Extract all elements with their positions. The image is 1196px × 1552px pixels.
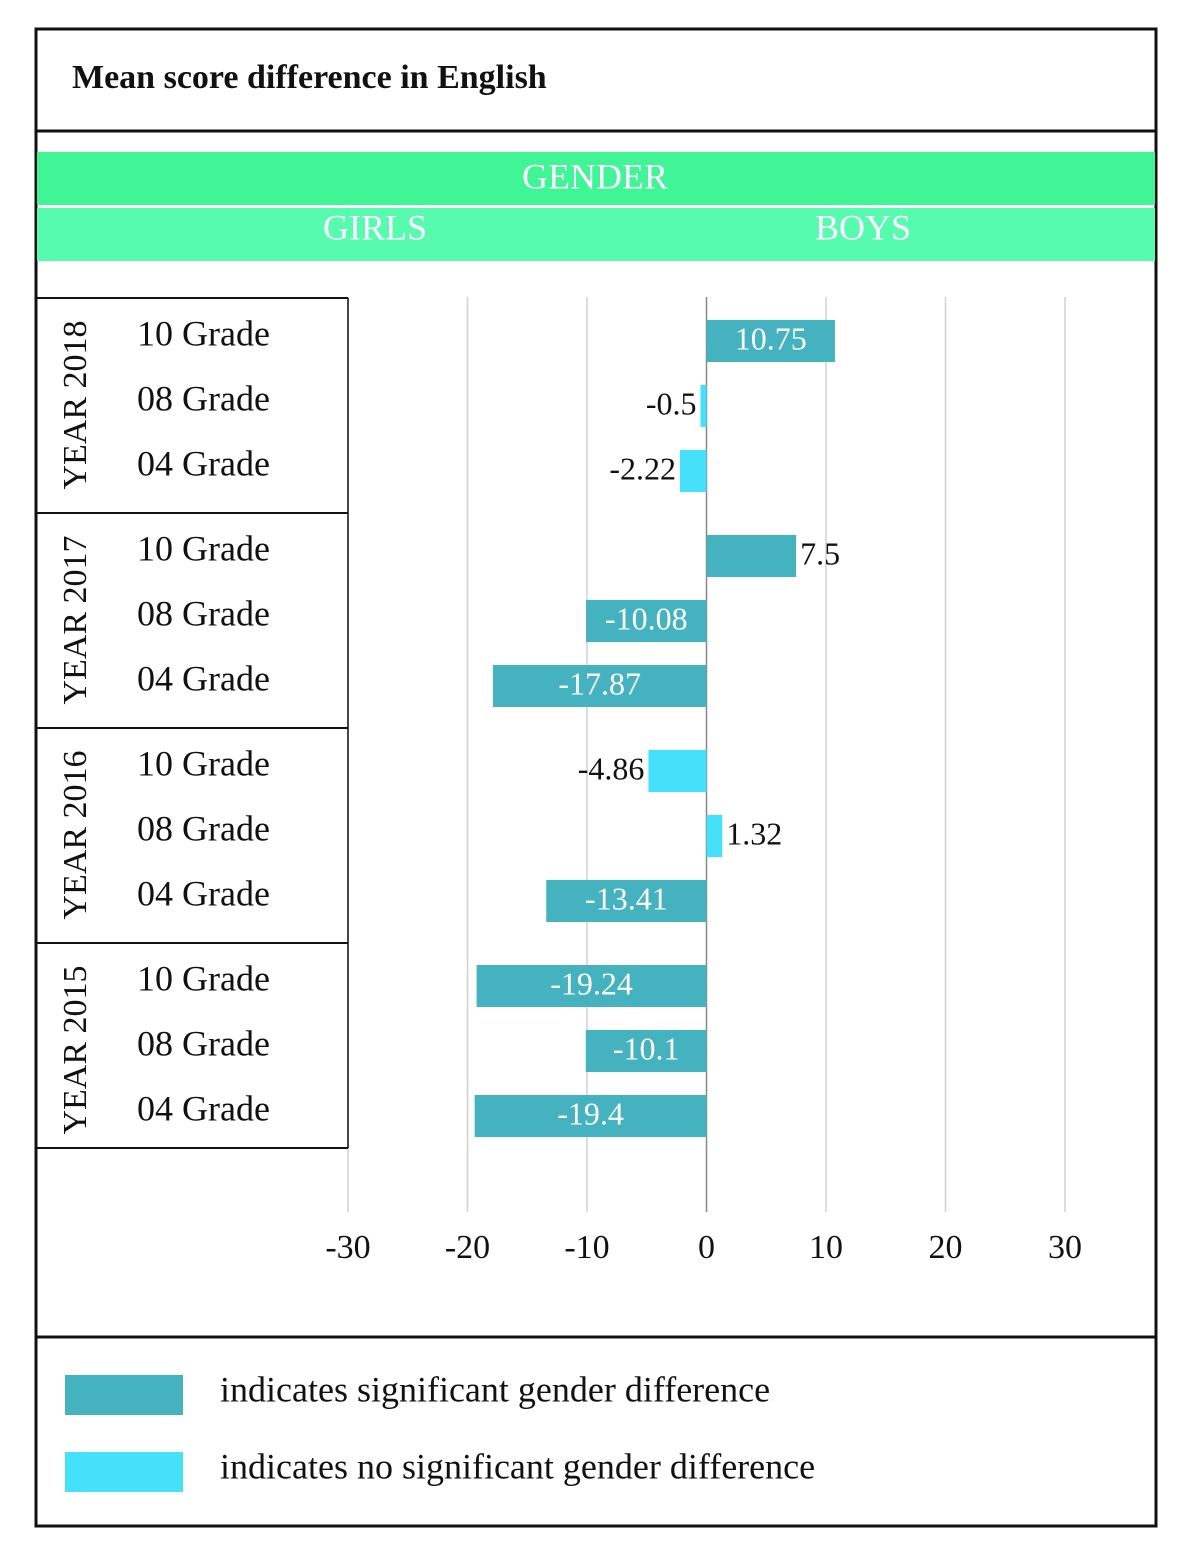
- category-label: 08 Grade: [137, 808, 270, 848]
- group-label: YEAR 2017: [57, 535, 94, 704]
- group-label: YEAR 2018: [57, 320, 94, 489]
- bar: [648, 750, 707, 792]
- category-label: 10 Grade: [137, 528, 270, 568]
- side-label: GIRLS: [323, 207, 427, 247]
- category-label: 04 Grade: [137, 443, 270, 483]
- value-label: 10.75: [735, 320, 807, 356]
- category-label: 10 Grade: [137, 313, 270, 353]
- header-band: [37, 208, 1155, 261]
- bar: [700, 385, 707, 427]
- category-label: 08 Grade: [137, 378, 270, 418]
- x-tick-label: 0: [698, 1229, 715, 1266]
- x-tick-label: -30: [325, 1229, 370, 1266]
- legend-label: indicates no significant gender differen…: [220, 1446, 815, 1486]
- category-label: 04 Grade: [137, 1088, 270, 1128]
- value-label: -13.41: [585, 880, 668, 916]
- bar: [476, 965, 707, 1007]
- value-label: 1.32: [726, 815, 782, 851]
- header: GENDER: [522, 156, 668, 196]
- bar: [586, 600, 707, 642]
- frame: [34, 27, 1158, 1528]
- bar: [706, 320, 835, 362]
- value-label: -17.87: [558, 665, 641, 701]
- chart-title: Mean score difference in English: [72, 59, 547, 96]
- value-label: -10.08: [605, 600, 688, 636]
- value-label: -19.24: [550, 965, 633, 1001]
- x-tick-label: -20: [445, 1229, 490, 1266]
- category-label: 04 Grade: [137, 873, 270, 913]
- value-label: -2.22: [609, 450, 676, 486]
- x-tick-label: 10: [809, 1229, 843, 1266]
- category-label: 04 Grade: [137, 658, 270, 698]
- legend-label: indicates significant gender difference: [220, 1369, 770, 1409]
- value-label: -0.5: [646, 385, 697, 421]
- bar: [706, 535, 797, 577]
- header-band: [37, 152, 1155, 205]
- bar: [474, 1095, 707, 1137]
- category-label: 10 Grade: [137, 958, 270, 998]
- bar: [492, 665, 707, 707]
- group-label: YEAR 2015: [57, 965, 94, 1134]
- group-label: YEAR 2016: [57, 750, 94, 919]
- category-label: 10 Grade: [137, 743, 270, 783]
- bar: [706, 815, 723, 857]
- value-label: -4.86: [578, 750, 645, 786]
- bar: [679, 450, 707, 492]
- category-label: 08 Grade: [137, 1023, 270, 1063]
- x-tick-label: -10: [564, 1229, 609, 1266]
- value-label: -19.4: [557, 1095, 624, 1131]
- value-label: -10.1: [613, 1030, 680, 1066]
- legend-swatch: [65, 1452, 183, 1492]
- x-tick-label: 20: [929, 1229, 963, 1266]
- category-label: 08 Grade: [137, 593, 270, 633]
- bar: [585, 1030, 707, 1072]
- x-tick-label: 30: [1048, 1229, 1082, 1266]
- side-label: BOYS: [815, 207, 911, 247]
- legend-swatch: [65, 1375, 183, 1415]
- value-label: 7.5: [800, 535, 840, 571]
- bar: [546, 880, 707, 922]
